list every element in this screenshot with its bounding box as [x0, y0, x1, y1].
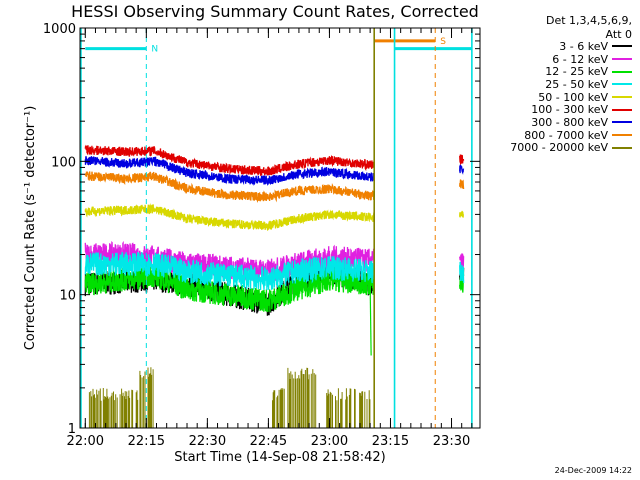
- x-tick-label-6: 23:30: [433, 434, 470, 449]
- y-tick-label-2: 100: [51, 155, 76, 170]
- timestamp: 24-Dec-2009 14:22: [554, 466, 632, 475]
- legend-swatch-5: [612, 108, 632, 111]
- series-line-2-seg-0: [84, 262, 375, 313]
- x-tick-label-2: 22:30: [189, 434, 226, 449]
- legend-label-2: 12 - 25 keV: [545, 65, 608, 79]
- series-spikes-7000-20000: [88, 367, 371, 428]
- series-layer: [84, 144, 465, 428]
- legend-item-6: 300 - 800 keV: [470, 116, 632, 129]
- legend-item-5: 100 - 300 keV: [470, 103, 632, 116]
- chart-title: HESSI Observing Summary Count Rates, Cor…: [71, 2, 479, 21]
- legend-swatch-0: [612, 45, 632, 48]
- legend-header-line-2: Att 0: [605, 28, 632, 41]
- series-line-6-seg-0: [84, 156, 375, 187]
- legend-label-3: 25 - 50 keV: [545, 77, 608, 91]
- series-line-1-seg-0: [84, 240, 375, 283]
- x-axis-label: Start Time (14-Sep-08 21:58:42): [174, 450, 385, 465]
- legend-swatch-8: [612, 146, 632, 149]
- overlay-layer: NS: [80, 28, 473, 428]
- flag-label-S: S: [440, 37, 446, 47]
- x-tick-label-1: 22:15: [128, 434, 165, 449]
- flag-label-N: N: [151, 45, 158, 55]
- legend-item-2: 12 - 25 keV: [470, 65, 632, 78]
- legend-header-line-1: Det 1,3,4,5,6,9,: [545, 14, 632, 27]
- legend-swatch-3: [612, 83, 632, 86]
- series-line-6-seg-1: [459, 164, 465, 175]
- series-dip: [369, 284, 372, 356]
- series-line-7-seg-1: [459, 179, 465, 190]
- legend-item-8: 7000 - 20000 keV: [470, 141, 632, 155]
- x-tick-label-5: 23:15: [372, 434, 409, 449]
- legend: 3 - 6 keV 6 - 12 keV 12 - 25 keV 25 - 50 ke…: [470, 40, 632, 154]
- axes-layer: 1 10 100 1000 22:00 22:15 22:30 22:45 23:00 23:15…: [23, 22, 481, 465]
- x-tick-label-3: 22:45: [250, 434, 287, 449]
- x-tick-label-4: 23:00: [311, 434, 348, 449]
- legend-label-0: 3 - 6 keV: [559, 39, 608, 53]
- series-line-7-seg-0: [84, 171, 375, 203]
- legend-swatch-4: [612, 96, 632, 99]
- legend-swatch-6: [612, 121, 632, 124]
- series-line-3-seg-0: [84, 251, 375, 291]
- legend-header: Det 1,3,4,5,6,9, Att 0: [500, 14, 632, 42]
- legend-label-5: 100 - 300 keV: [531, 103, 608, 117]
- y-tick-label-0: 1: [68, 422, 76, 437]
- legend-item-0: 3 - 6 keV: [470, 40, 632, 53]
- legend-label-4: 50 - 100 keV: [538, 90, 608, 104]
- legend-item-4: 50 - 100 keV: [470, 91, 632, 104]
- plot-frame: [79, 27, 481, 429]
- legend-item-3: 25 - 50 keV: [470, 78, 632, 91]
- series-line-3-seg-1: [459, 261, 465, 284]
- y-tick-label-3: 1000: [43, 22, 76, 37]
- y-axis-label: Corrected Count Rate (s⁻¹ detector⁻¹): [23, 106, 38, 351]
- legend-swatch-7: [612, 134, 632, 137]
- legend-label-1: 6 - 12 keV: [552, 52, 608, 66]
- legend-label-8: 7000 - 20000 keV: [510, 141, 608, 155]
- y-tick-label-1: 10: [59, 289, 76, 304]
- legend-item-1: 6 - 12 keV: [470, 53, 632, 66]
- series-line-5-seg-0: [84, 144, 375, 177]
- series-line-5-seg-1: [459, 154, 465, 166]
- series-line-4-seg-0: [84, 203, 375, 232]
- legend-label-7: 800 - 7000 keV: [524, 128, 608, 142]
- legend-item-7: 800 - 7000 keV: [470, 129, 632, 142]
- legend-swatch-1: [612, 58, 632, 61]
- legend-label-6: 300 - 800 keV: [531, 115, 608, 129]
- x-tick-label-0: 22:00: [67, 434, 104, 449]
- series-line-4-seg-1: [459, 210, 464, 218]
- legend-swatch-2: [612, 70, 632, 73]
